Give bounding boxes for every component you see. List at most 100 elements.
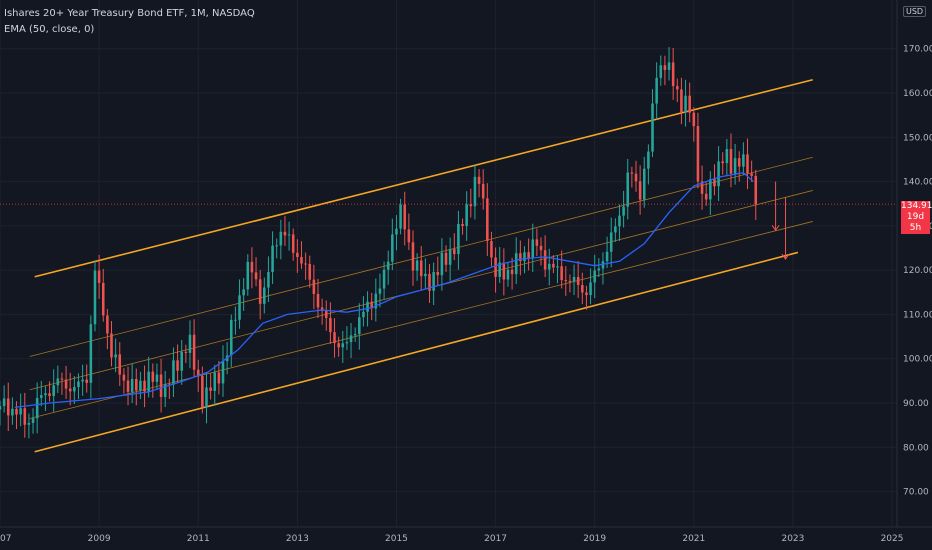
candle-body [432,271,435,291]
candle-body [287,234,291,236]
candle-body [436,271,440,276]
candle-body [300,257,303,264]
candle-body [93,270,97,325]
time-tick-label: 2011 [187,534,210,544]
candle-body [172,360,175,385]
time-tick-label: 2015 [385,534,408,544]
candle-body [258,279,262,304]
candle-body [605,251,609,262]
candle-body [345,342,349,344]
candle-body [271,245,274,272]
candle-body [234,319,237,321]
candle-body [585,292,588,296]
candle-body [395,228,398,235]
candle-body [725,149,729,164]
candle-body [68,388,72,392]
candle-body [196,369,200,376]
candle-body [40,395,43,398]
candle-body [717,161,720,187]
candle-body [411,242,415,271]
last-price-badge: 134.91 [901,201,932,212]
candle-body [2,398,6,406]
candle-body [556,266,559,268]
arrow-head [781,253,790,260]
candle-body [184,351,188,353]
candle-body [667,62,671,70]
candle-body [527,252,530,258]
candle-body [254,272,258,280]
price-tick-label: 90.00 [903,399,929,409]
candle-body [155,374,159,382]
ema-line [14,172,754,409]
candle-body [378,288,382,294]
candle-body [510,269,514,275]
price-tick-label: 160.00 [903,89,932,99]
candle-body [180,351,183,371]
time-tick-label: 2025 [881,534,904,544]
candle-body [159,374,163,398]
projection-arrows [771,181,790,260]
candle-body [275,245,278,247]
candle-body [382,269,386,289]
candle-body [568,280,572,282]
candle-body [560,266,563,281]
candle-body [440,252,444,276]
candle-body [56,378,60,386]
candle-body [626,172,630,207]
candle-body [572,276,576,282]
candle-body [188,334,192,353]
candle-body [597,268,601,271]
candle-body [324,310,328,318]
candle-body [250,261,254,273]
candle-body [419,260,423,277]
candle-body [428,273,431,291]
candle-body [213,372,217,391]
time-tick-label: 2019 [583,534,606,544]
candle-body [543,250,547,270]
candle-body [52,385,55,397]
price-axis-panel[interactable] [897,0,932,527]
candle-body [576,276,580,285]
candle-body [618,215,621,227]
indicator-legend: EMA (50, close, 0) [4,24,95,35]
candle-body [358,317,361,335]
candle-body [27,422,31,425]
candle-body [333,332,336,344]
candle-body [31,418,35,423]
candle-body [316,293,320,308]
candle-body [64,379,68,389]
candle-body [609,232,613,252]
candle-body [291,234,295,253]
candle-body [176,360,179,371]
candle-body [296,252,299,258]
candle-body [101,282,105,316]
candle-body [399,204,402,229]
currency-label[interactable]: USD [903,6,927,17]
candle-body [589,282,592,296]
candle-body [531,239,535,258]
symbol-title: Ishares 20+ Year Treasury Bond ETF, 1M, … [4,8,255,19]
candle-body [663,65,667,70]
candle-body [114,354,117,358]
candle-body [308,263,312,280]
candle-body [205,387,208,408]
candle-body [481,183,485,199]
candle-body [721,161,725,164]
candle-body [15,408,18,415]
candle-body [126,380,130,392]
candle-body [97,270,101,283]
candle-body [630,172,634,174]
candle-body [490,241,493,258]
candle-body [535,239,539,246]
candle-body [523,252,526,262]
candle-body [688,95,691,113]
candle-body [44,393,47,396]
candle-body [692,112,696,127]
candle-body [614,226,617,233]
candle-body [6,398,10,416]
candle-body [329,317,332,333]
candle-body [539,245,543,251]
candle-body [60,378,64,380]
time-tick-label: 2009 [88,534,111,544]
